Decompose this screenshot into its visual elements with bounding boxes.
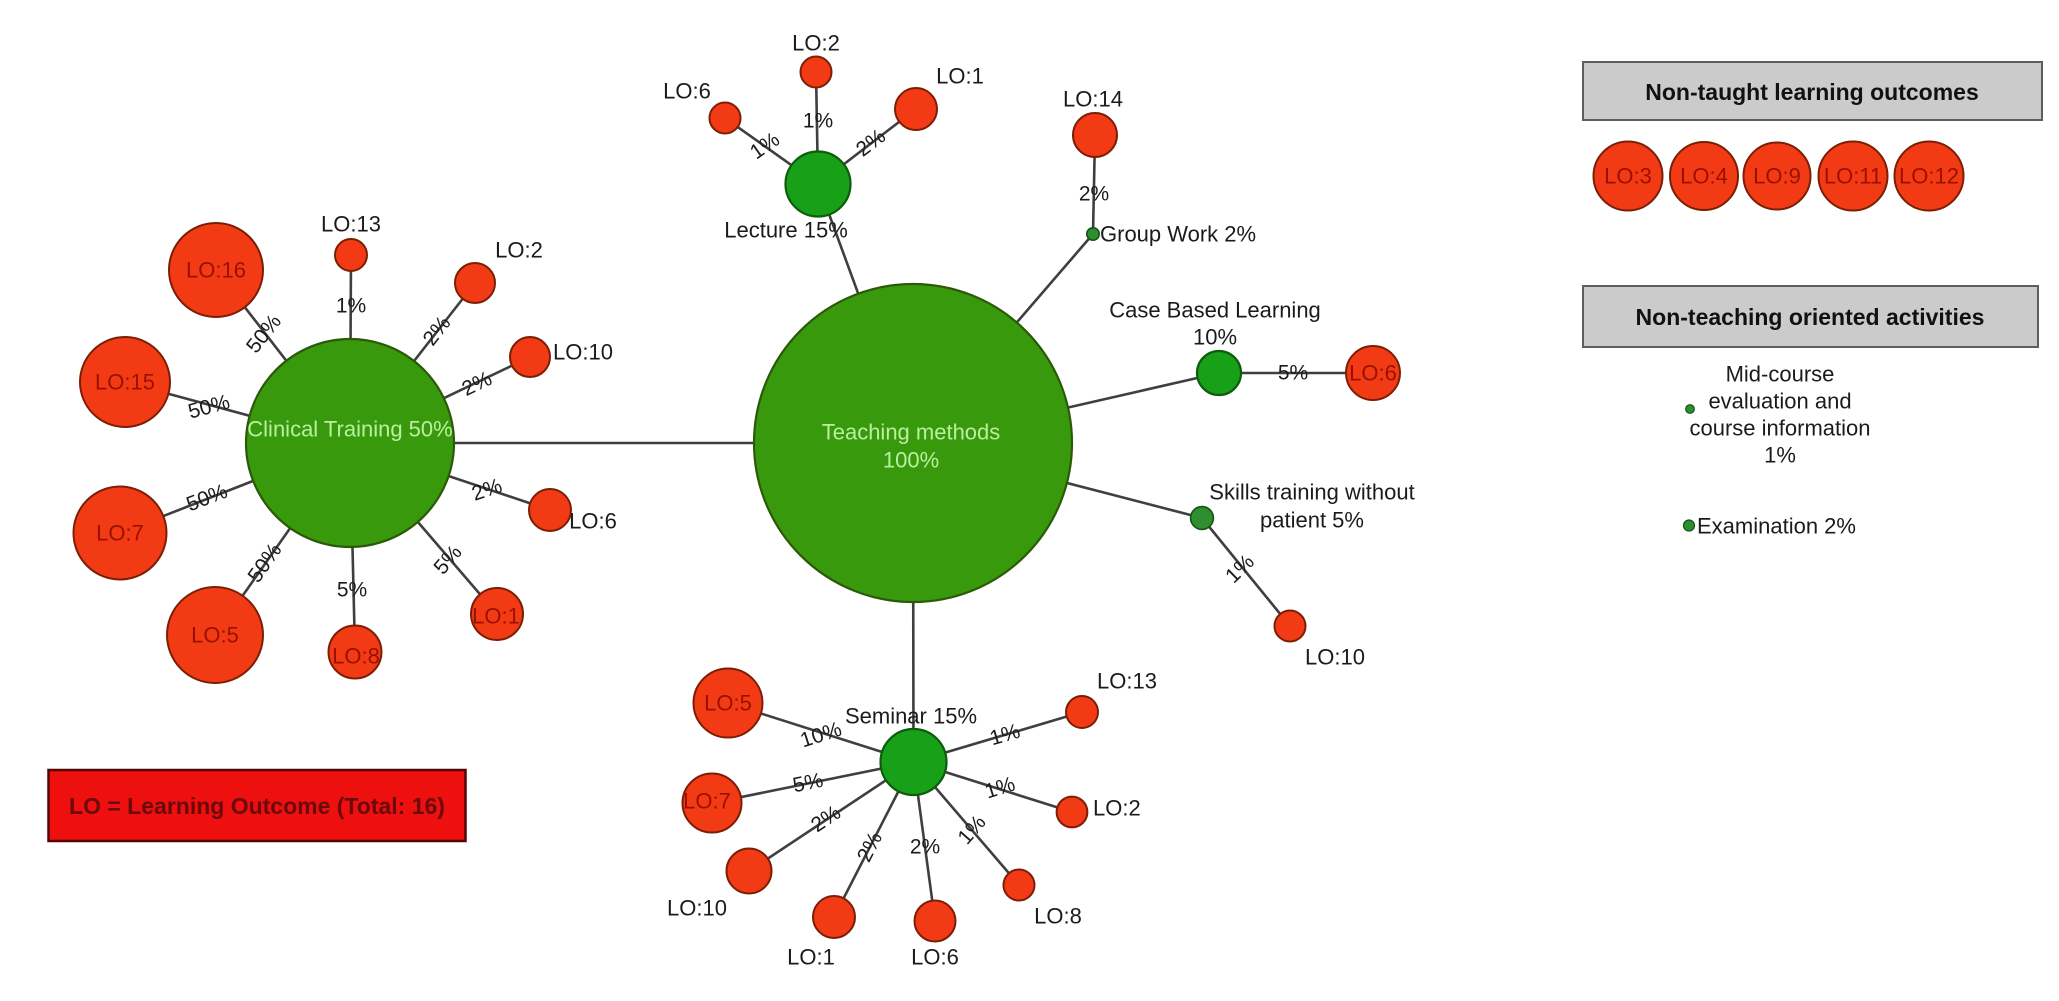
svg-text:LO:1: LO:1 — [787, 945, 835, 970]
svg-text:LO:6: LO:6 — [569, 509, 617, 534]
svg-text:LO:6: LO:6 — [911, 945, 959, 970]
svg-text:course information: course information — [1690, 416, 1871, 441]
svg-text:Seminar 15%: Seminar 15% — [845, 704, 977, 729]
svg-text:LO:5: LO:5 — [704, 691, 752, 716]
svg-text:LO:8: LO:8 — [1034, 904, 1082, 929]
svg-text:2%: 2% — [910, 836, 940, 859]
svg-text:patient 5%: patient 5% — [1260, 508, 1364, 533]
svg-text:Lecture 15%: Lecture 15% — [724, 218, 848, 243]
svg-text:LO:1: LO:1 — [472, 604, 520, 629]
svg-text:10%: 10% — [1193, 325, 1237, 350]
svg-text:LO:7: LO:7 — [96, 521, 144, 546]
svg-text:Skills training without: Skills training without — [1209, 480, 1414, 505]
svg-text:1%: 1% — [1764, 443, 1796, 468]
svg-text:LO:11: LO:11 — [1824, 164, 1882, 189]
svg-text:Non-teaching oriented activiti: Non-teaching oriented activities — [1636, 304, 1985, 330]
svg-text:1%: 1% — [336, 295, 366, 318]
svg-text:Teaching methods: Teaching methods — [822, 420, 1001, 445]
svg-text:LO:2: LO:2 — [792, 31, 840, 56]
svg-text:LO:5: LO:5 — [191, 623, 239, 648]
svg-text:LO:14: LO:14 — [1063, 87, 1123, 112]
svg-text:LO:1: LO:1 — [936, 64, 984, 89]
svg-text:2%: 2% — [1079, 183, 1109, 206]
svg-text:LO:13: LO:13 — [1097, 669, 1157, 694]
svg-text:Mid-course: Mid-course — [1726, 362, 1835, 387]
svg-text:LO:7: LO:7 — [683, 789, 731, 814]
svg-text:LO:9: LO:9 — [1753, 164, 1801, 189]
svg-text:Examination 2%: Examination 2% — [1697, 514, 1856, 539]
svg-text:LO:16: LO:16 — [186, 258, 246, 283]
svg-text:LO:4: LO:4 — [1680, 164, 1728, 189]
svg-text:5%: 5% — [337, 579, 367, 602]
svg-text:LO:15: LO:15 — [95, 370, 155, 395]
svg-text:LO:12: LO:12 — [1899, 164, 1959, 189]
svg-text:5%: 5% — [1278, 362, 1308, 385]
svg-text:LO:8: LO:8 — [332, 644, 380, 669]
svg-text:Group Work 2%: Group Work 2% — [1100, 222, 1256, 247]
svg-text:LO:13: LO:13 — [321, 212, 381, 237]
svg-text:LO:10: LO:10 — [667, 896, 727, 921]
svg-text:1%: 1% — [803, 110, 833, 133]
svg-text:LO = Learning Outcome (Total:: LO = Learning Outcome (Total: 16) — [69, 793, 445, 819]
svg-text:100%: 100% — [883, 448, 939, 473]
svg-text:Case Based Learning: Case Based Learning — [1109, 298, 1321, 323]
svg-text:LO:2: LO:2 — [1093, 796, 1141, 821]
svg-text:LO:6: LO:6 — [1349, 361, 1397, 386]
svg-text:Non-taught learning outcomes: Non-taught learning outcomes — [1645, 79, 1979, 105]
svg-text:LO:10: LO:10 — [553, 340, 613, 365]
svg-text:evaluation and: evaluation and — [1708, 389, 1851, 414]
svg-text:LO:2: LO:2 — [495, 238, 543, 263]
svg-text:LO:6: LO:6 — [663, 79, 711, 104]
svg-text:Clinical Training 50%: Clinical Training 50% — [247, 417, 452, 442]
svg-text:LO:10: LO:10 — [1305, 645, 1365, 670]
svg-text:LO:3: LO:3 — [1604, 164, 1652, 189]
